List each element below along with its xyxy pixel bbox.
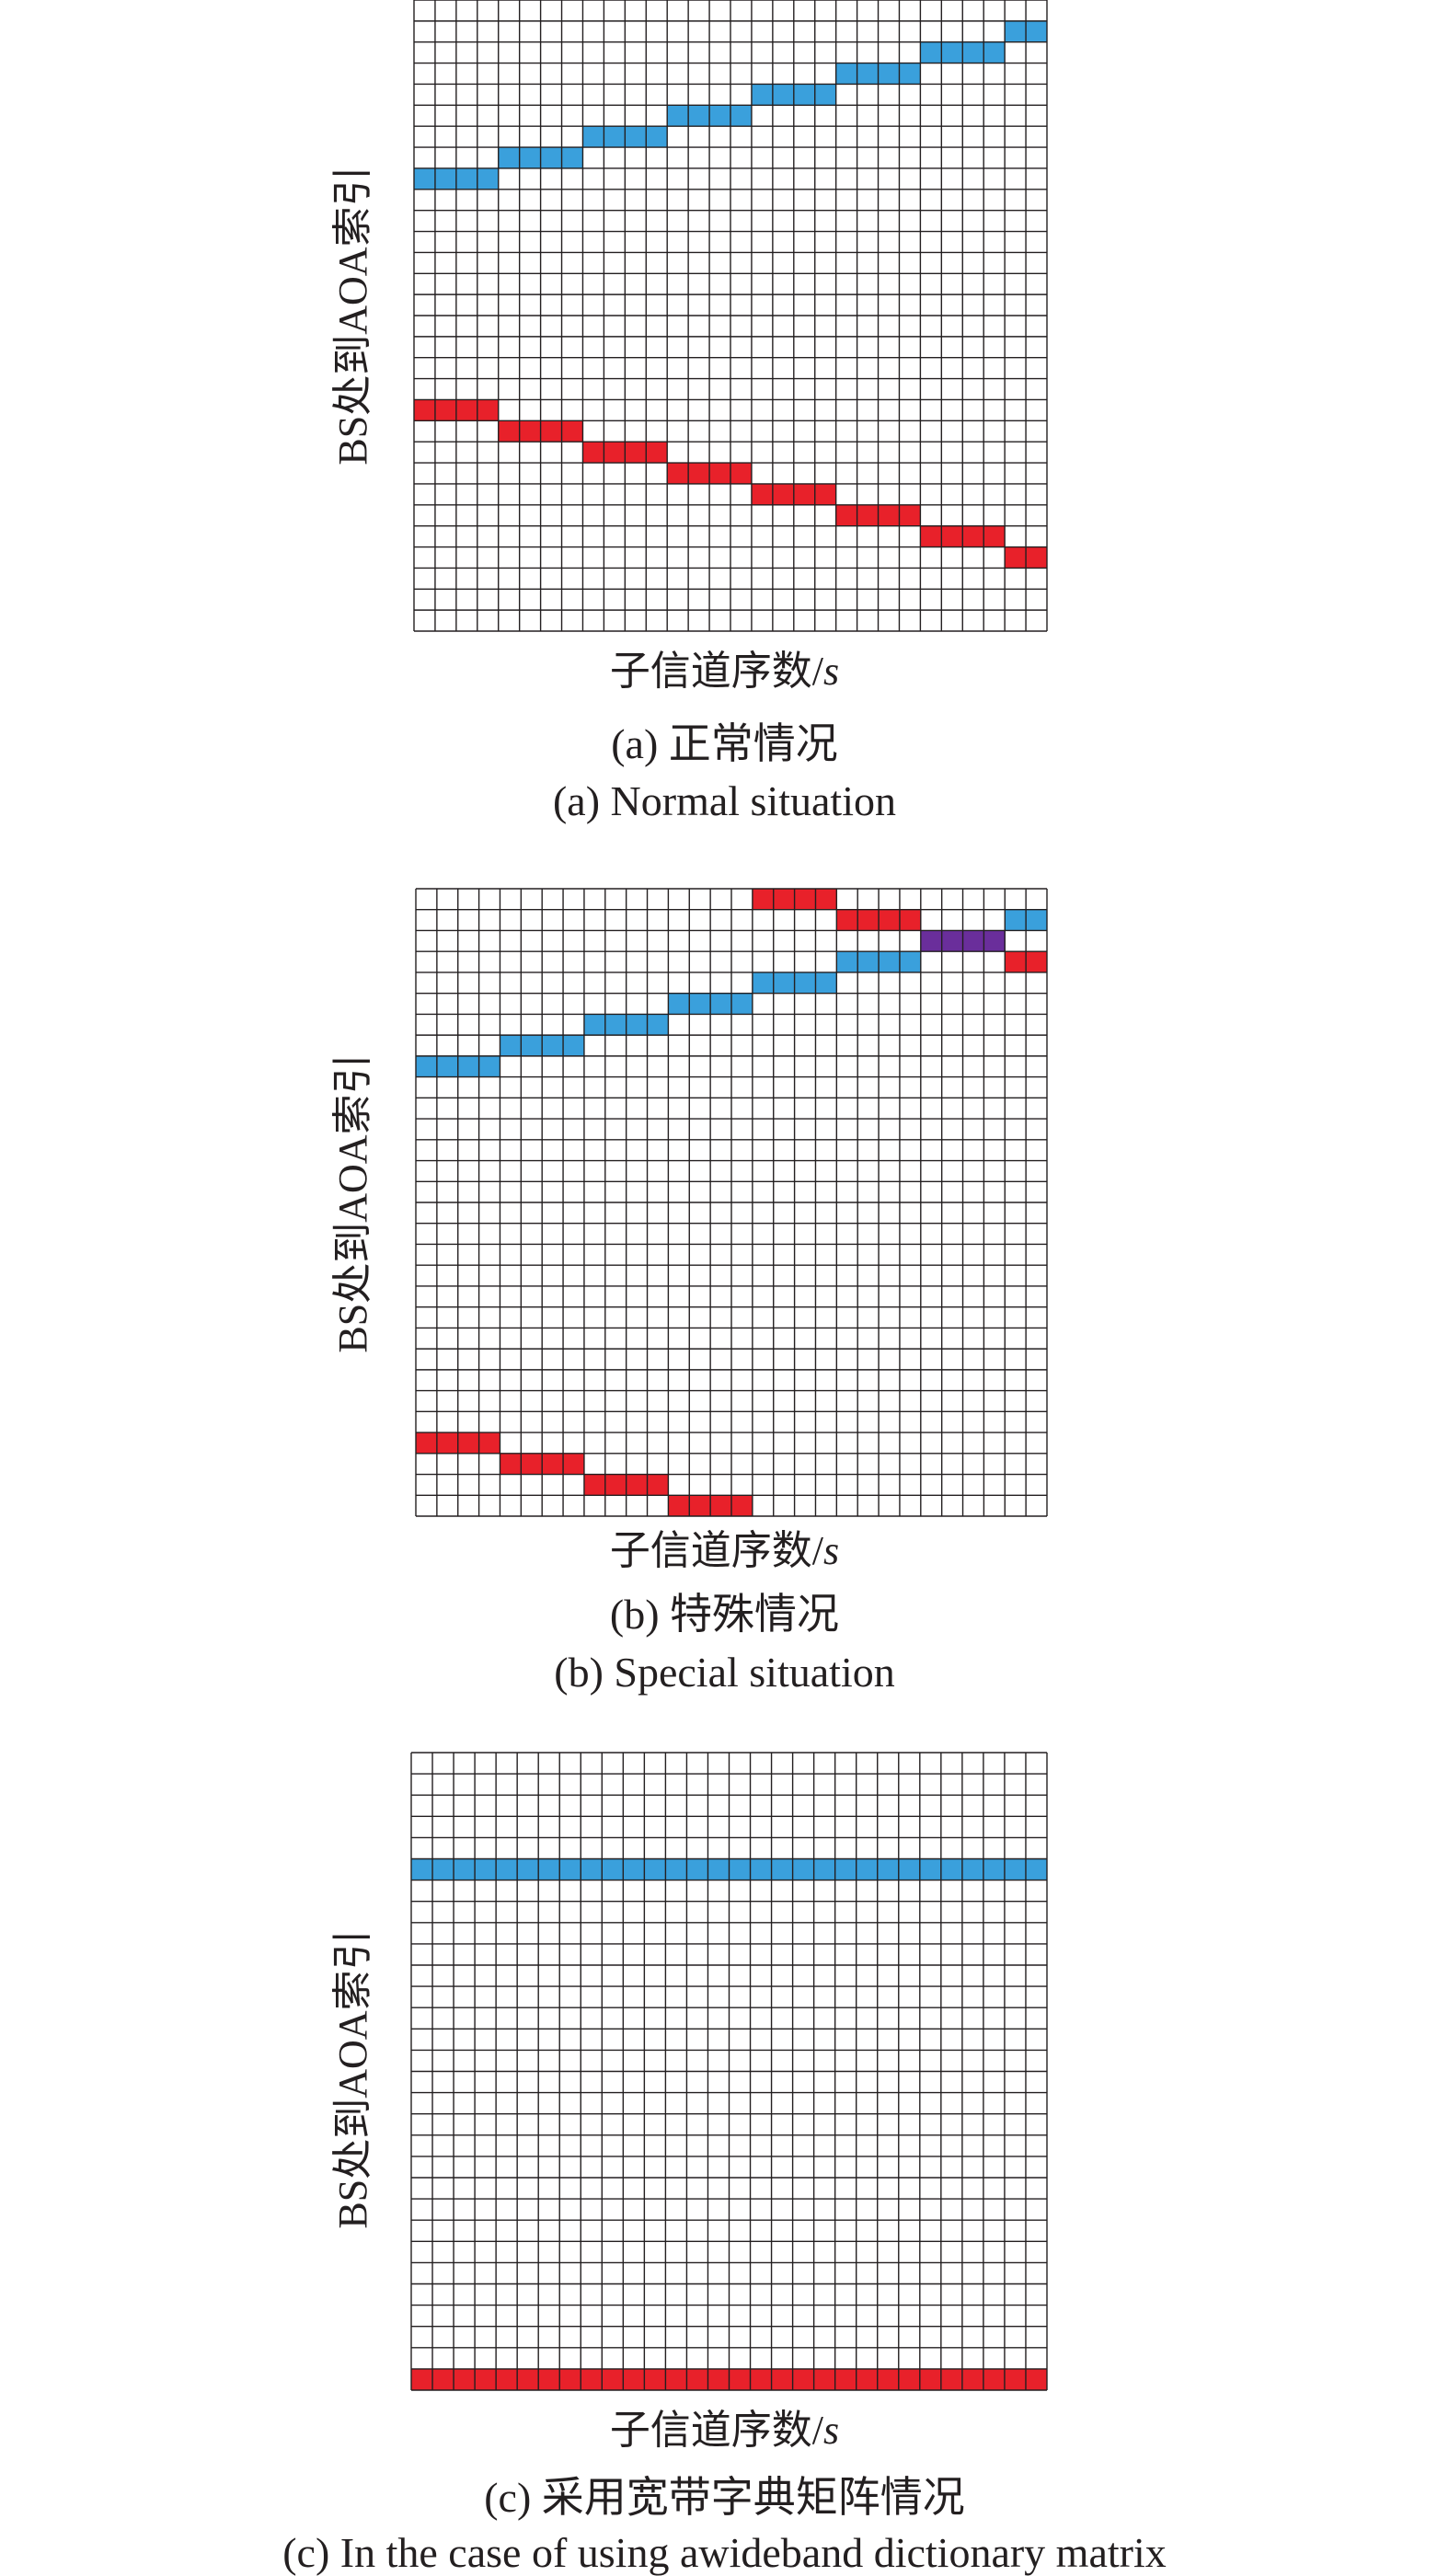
chart-panel-a: BS处到AOA索引 子信道序数/s (a) 正常情况 (a) Normal si… — [0, 0, 1449, 828]
x-axis-label-text-b: 子信道序数/ — [609, 1528, 824, 1573]
caption-en-b: (b) Special situation — [554, 1649, 895, 1696]
x-axis-label-text-c: 子信道序数/ — [609, 2408, 824, 2453]
caption-cn-a: (a) 正常情况 — [611, 720, 838, 767]
y-axis-label-c: BS处到AOA索引 — [330, 1929, 375, 2229]
x-axis-label-a: 子信道序数/s — [0, 651, 1449, 692]
x-axis-label-var-b: s — [823, 1528, 840, 1573]
caption-cn-c: (c) 采用宽带字典矩阵情况 — [484, 2474, 965, 2521]
caption-en-a: (a) Normal situation — [552, 777, 896, 824]
caption-en-c: (c) In the case of using awideband dicti… — [282, 2529, 1167, 2576]
caption-cn-b: (b) 特殊情况 — [609, 1591, 840, 1638]
x-axis-label-text-a: 子信道序数/ — [609, 649, 824, 694]
x-axis-label-var-c: s — [823, 2408, 840, 2453]
chart-panel-b: BS处到AOA索引 子信道序数/s (b) 特殊情况 (b) Special s… — [0, 888, 1449, 1696]
x-axis-label-var-a: s — [823, 649, 840, 694]
grid-chart-a — [413, 0, 1048, 632]
grid-lines — [413, 0, 1048, 632]
grid-chart-b — [415, 888, 1048, 1517]
x-axis-label-b: 子信道序数/s — [0, 1531, 1449, 1571]
grid-lines — [410, 1752, 1048, 2391]
x-axis-label-c: 子信道序数/s — [0, 2410, 1449, 2451]
grid-lines — [415, 888, 1048, 1517]
